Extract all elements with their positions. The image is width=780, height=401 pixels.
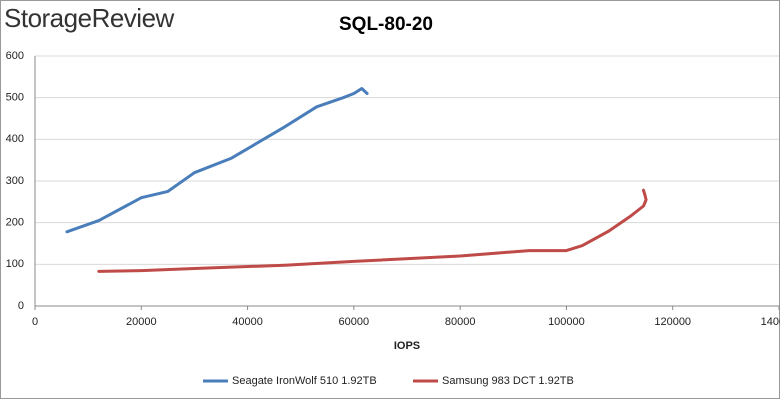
x-tick-label: 80000	[445, 316, 476, 328]
y-tick-label: 300	[6, 175, 24, 187]
x-tick-label: 100000	[548, 316, 585, 328]
series-line	[65, 87, 369, 234]
x-tick-label: 140000	[761, 316, 780, 328]
x-axis-label: IOPS	[394, 340, 420, 352]
x-tick-label: 120000	[654, 316, 691, 328]
y-tick-label: 600	[6, 50, 24, 62]
x-tick-label: 0	[32, 316, 38, 328]
x-tick-label: 40000	[232, 316, 263, 328]
logo: StorageReview	[4, 3, 175, 33]
y-tick-label: 100	[6, 258, 24, 270]
y-tick-label: 500	[6, 92, 24, 104]
x-tick-label: 60000	[339, 316, 370, 328]
y-tick-label: 0	[18, 300, 24, 312]
series-line	[97, 188, 648, 273]
y-tick-label: 400	[6, 133, 24, 145]
y-tick-label: 200	[6, 217, 24, 229]
x-tick-label: 20000	[126, 316, 157, 328]
chart-title: SQL-80-20	[339, 14, 433, 35]
legend-label: Seagate IronWolf 510 1.92TB	[232, 375, 377, 387]
legend-label: Samsung 983 DCT 1.92TB	[442, 375, 574, 387]
